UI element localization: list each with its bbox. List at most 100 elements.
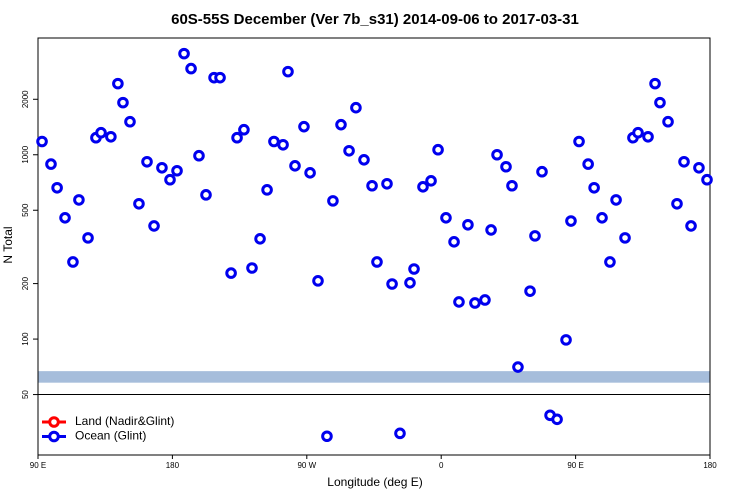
legend-label: Land (Nadir&Glint) [75, 414, 174, 428]
band [38, 371, 710, 383]
x-tick-label: 90 W [297, 461, 316, 470]
point [642, 130, 654, 143]
point [238, 123, 250, 136]
point [491, 148, 503, 161]
point [261, 184, 273, 196]
legend-label: Ocean (Glint) [75, 429, 146, 443]
point [469, 297, 481, 309]
legend-marker [48, 416, 60, 428]
y-tick-label: 200 [21, 276, 30, 290]
point [358, 153, 370, 166]
point [381, 177, 393, 190]
point [95, 126, 107, 139]
point [408, 263, 420, 275]
point [268, 135, 280, 148]
point [619, 232, 631, 244]
point [604, 256, 616, 268]
point [386, 278, 398, 290]
point [124, 115, 136, 128]
point [551, 413, 563, 426]
y-tick-label: 100 [21, 332, 30, 346]
point [112, 77, 124, 90]
point [343, 144, 355, 157]
point [321, 430, 333, 443]
point [312, 275, 324, 287]
point [500, 160, 512, 173]
point [448, 236, 460, 248]
point [432, 143, 444, 156]
point [246, 262, 258, 274]
point [654, 96, 666, 109]
y-axis-label: N Total [1, 226, 15, 263]
point [536, 165, 548, 178]
point [171, 164, 183, 177]
x-tick-label: 90 E [30, 461, 46, 470]
point [350, 101, 362, 114]
y-tick-label: 2000 [21, 90, 30, 108]
point [462, 218, 474, 231]
point [632, 126, 644, 139]
point [425, 175, 437, 187]
point [582, 158, 594, 170]
y-tick-label: 1000 [21, 145, 30, 163]
point [200, 189, 212, 201]
point [610, 194, 622, 206]
x-tick-label: 180 [166, 461, 180, 470]
point [231, 131, 243, 144]
point [440, 211, 452, 224]
point [701, 173, 713, 186]
point [51, 181, 63, 194]
point [649, 77, 661, 90]
point [178, 47, 190, 60]
point [277, 138, 289, 151]
point [36, 135, 48, 148]
point [73, 194, 85, 206]
point [560, 334, 572, 346]
x-tick-label: 90 E [567, 461, 583, 470]
point [573, 135, 585, 148]
point [117, 96, 129, 109]
point [298, 120, 310, 133]
point [327, 195, 339, 207]
point [678, 155, 690, 168]
point [588, 181, 600, 194]
point [133, 197, 145, 210]
point [394, 427, 406, 440]
point [685, 220, 697, 232]
point [59, 211, 71, 224]
point [67, 256, 79, 268]
point [148, 220, 160, 232]
plot-frame [37, 37, 711, 456]
point [693, 161, 705, 174]
point [193, 149, 205, 162]
point [485, 224, 497, 236]
x-tick-label: 0 [439, 461, 444, 470]
point [524, 285, 536, 297]
point [289, 160, 301, 172]
point [671, 197, 683, 210]
point [662, 115, 674, 128]
point [417, 181, 429, 193]
point [404, 276, 416, 289]
point [596, 211, 608, 224]
point [156, 161, 168, 174]
point [304, 167, 316, 179]
point [254, 232, 266, 245]
point [282, 65, 294, 78]
point [529, 230, 541, 242]
point [506, 179, 518, 192]
point [105, 130, 117, 143]
point [335, 118, 347, 131]
x-tick-label: 180 [703, 461, 717, 470]
point [82, 232, 94, 244]
point [512, 361, 524, 373]
point [366, 179, 378, 192]
y-tick-label: 500 [21, 203, 30, 217]
point [225, 267, 237, 279]
x-axis-label: Longitude (deg E) [327, 475, 422, 489]
point [479, 294, 491, 306]
point [453, 296, 465, 308]
point [45, 158, 57, 170]
point [141, 155, 153, 168]
point [214, 71, 226, 84]
